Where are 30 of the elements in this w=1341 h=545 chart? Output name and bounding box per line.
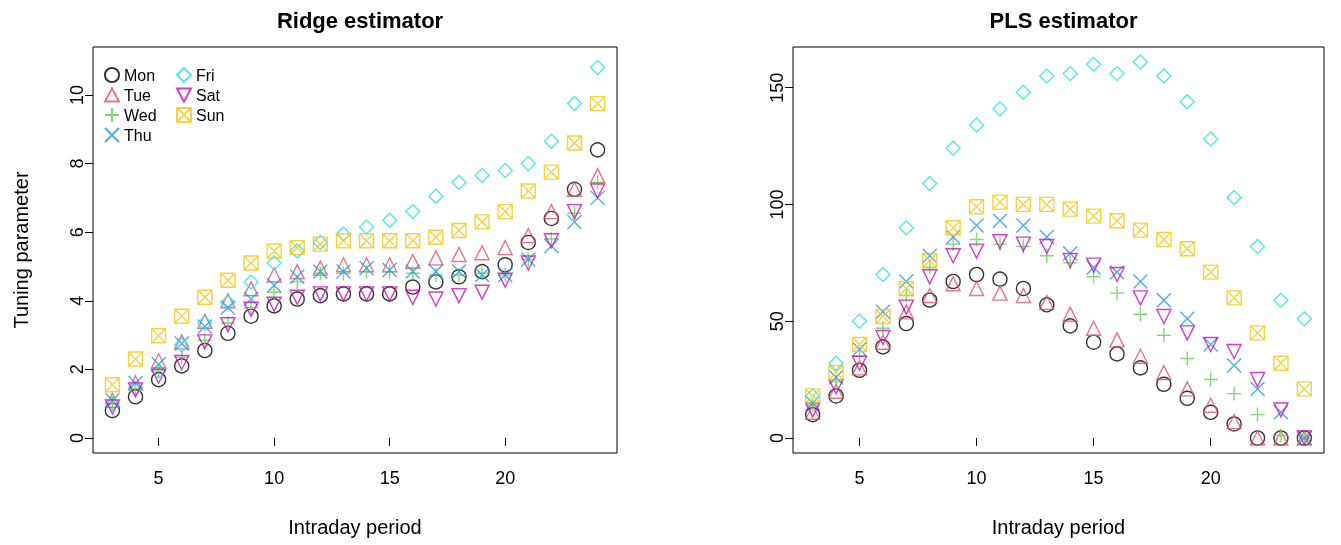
y-tick-label: 0: [67, 432, 87, 443]
chart-title: PLS estimator: [989, 7, 1138, 33]
y-tick-label: 4: [67, 295, 87, 306]
x-axis-title: Intraday period: [288, 516, 422, 538]
chart-title: Ridge estimator: [276, 7, 444, 33]
y-axis-title: Tuning parameter: [10, 171, 32, 329]
y-tick-label: 50: [767, 311, 787, 332]
y-tick-label: 2: [67, 364, 87, 375]
legend-label: Wed: [124, 106, 157, 124]
legend-label: Sun: [196, 106, 225, 124]
y-tick-label: 100: [767, 189, 787, 220]
x-axis-title: Intraday period: [991, 516, 1126, 538]
legend-label: Mon: [124, 66, 156, 84]
legend-label: Thu: [124, 126, 152, 144]
x-tick-label: 15: [1083, 468, 1104, 488]
legend-label: Sat: [196, 86, 221, 104]
x-tick-label: 15: [379, 468, 400, 488]
legend-label: Tue: [124, 86, 152, 104]
x-tick-label: 5: [854, 468, 865, 488]
x-tick-label: 10: [966, 468, 987, 488]
y-tick-label: 150: [767, 72, 787, 103]
x-tick-label: 5: [153, 468, 164, 488]
y-tick-label: 10: [67, 84, 87, 106]
y-tick-label: 6: [67, 227, 87, 238]
y-tick-label: 8: [67, 158, 87, 169]
y-tick-label: 0: [767, 432, 787, 443]
x-tick-label: 20: [495, 468, 516, 488]
x-tick-label: 10: [264, 468, 285, 488]
x-tick-label: 20: [1200, 468, 1221, 488]
legend-label: Fri: [196, 66, 215, 84]
